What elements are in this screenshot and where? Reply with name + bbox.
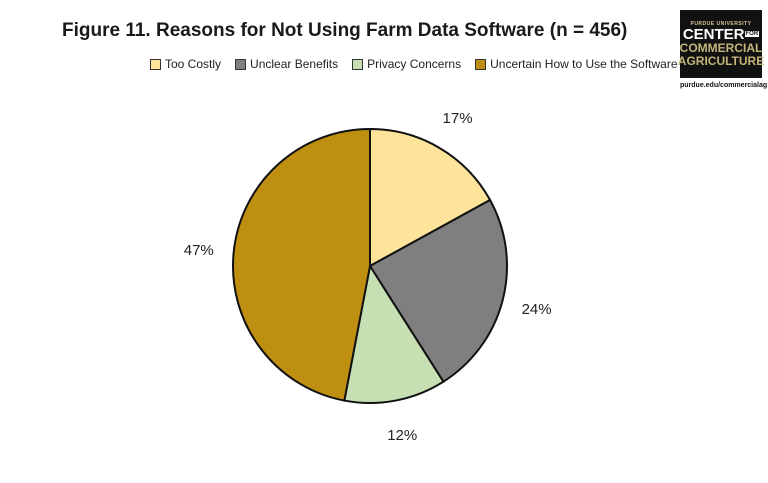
chart-legend: Too Costly Unclear Benefits Privacy Conc… xyxy=(150,57,678,71)
data-label: 17% xyxy=(443,110,473,127)
legend-swatch xyxy=(235,58,247,70)
data-label: 24% xyxy=(522,301,552,318)
logo-top-text: PURDUE UNIVERSITY xyxy=(690,20,752,27)
legend-item-too-costly: Too Costly xyxy=(150,57,221,71)
pie-slice-privacy-concerns xyxy=(343,263,445,404)
center-for-commercial-agriculture-logo: PURDUE UNIVERSITY CENTERFOR COMMERCIAL A… xyxy=(677,10,765,78)
legend-item-privacy-concerns: Privacy Concerns xyxy=(352,57,461,71)
legend-swatch xyxy=(475,58,487,70)
legend-label: Uncertain How to Use the Software xyxy=(490,57,678,71)
legend-swatch xyxy=(150,58,161,70)
chart-title: Figure 11. Reasons for Not Using Farm Da… xyxy=(62,20,628,41)
legend-swatch xyxy=(352,58,364,70)
legend-label: Privacy Concerns xyxy=(367,57,462,71)
pie-slice-uncertain-how-to-use xyxy=(232,127,371,402)
legend-item-unclear-benefits: Unclear Benefits xyxy=(235,57,338,71)
logo-for-text: FOR xyxy=(744,30,760,37)
pie-slice-too-costly xyxy=(369,127,492,268)
legend-label: Too Costly xyxy=(165,57,222,71)
data-label: 47% xyxy=(184,242,214,259)
logo-center-text: CENTERFOR xyxy=(682,25,760,43)
logo-url: purdue.edu/commercialag xyxy=(680,82,768,89)
logo-commercial-text: COMMERCIAL xyxy=(679,40,763,55)
pie-slice-unclear-benefits xyxy=(368,198,508,384)
logo-agriculture-text: AGRICULTURE xyxy=(677,53,765,68)
legend-item-uncertain-how-to-use: Uncertain How to Use the Software xyxy=(475,57,678,71)
legend-label: Unclear Benefits xyxy=(250,57,339,71)
data-label: 12% xyxy=(387,427,417,444)
logo-center-word: CENTER xyxy=(682,25,745,43)
